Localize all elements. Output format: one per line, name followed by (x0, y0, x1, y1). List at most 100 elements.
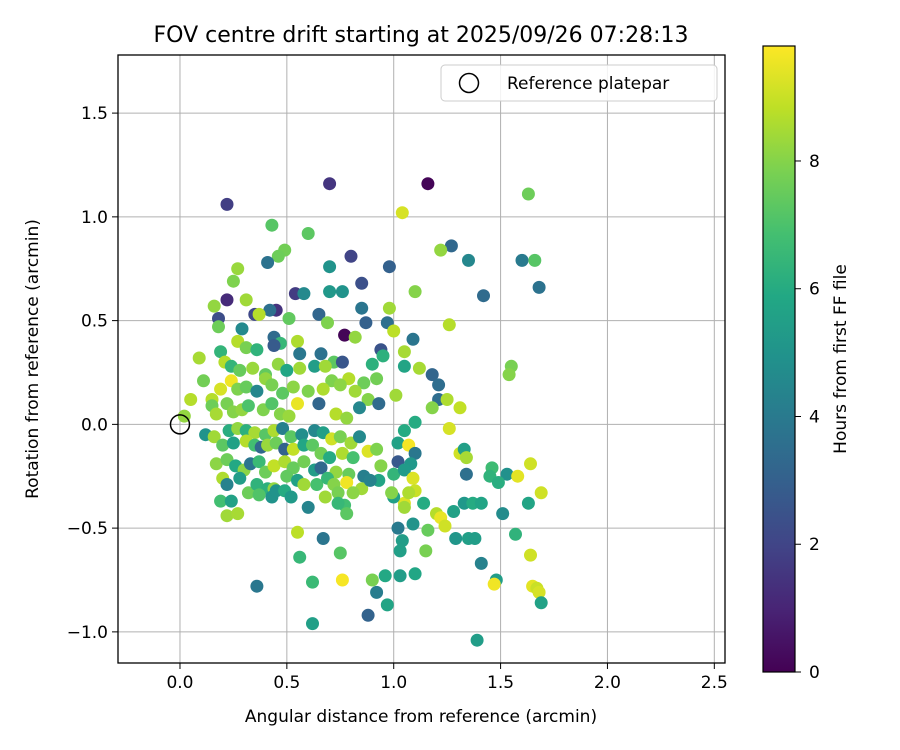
data-point (323, 285, 337, 299)
data-point (310, 478, 324, 491)
data-point (291, 525, 304, 539)
data-point (421, 177, 435, 191)
data-point (346, 486, 360, 500)
data-point (532, 280, 546, 294)
data-point (408, 285, 422, 299)
data-point (353, 401, 366, 415)
data-point (252, 488, 266, 502)
chart-title: FOV centre drift starting at 2025/09/26 … (154, 23, 689, 48)
data-point (282, 312, 296, 325)
data-point (284, 430, 298, 444)
data-point (306, 438, 319, 452)
data-point (406, 517, 420, 531)
data-point (359, 316, 373, 330)
colorbar-tick-label: 2 (809, 535, 820, 555)
data-point (387, 324, 401, 338)
data-point (235, 322, 249, 336)
y-tick-label: 1.0 (81, 208, 108, 228)
y-tick-label: 1.5 (81, 104, 108, 124)
data-point (250, 384, 264, 398)
data-point (380, 598, 394, 612)
legend-box (440, 64, 718, 102)
data-point (231, 262, 245, 276)
colorbar-tick-label: 8 (809, 152, 820, 172)
data-point (528, 253, 542, 267)
data-point (241, 399, 255, 413)
data-point (385, 486, 399, 500)
data-point (233, 363, 247, 377)
data-point (524, 548, 537, 562)
data-point (252, 307, 266, 321)
data-point (515, 253, 529, 267)
data-point (348, 330, 362, 344)
data-point (408, 567, 422, 581)
data-point (308, 359, 322, 373)
data-point (474, 556, 488, 570)
data-point (340, 476, 354, 489)
data-point (231, 507, 245, 521)
data-point (340, 411, 354, 425)
x-tick-label: 0.5 (273, 673, 300, 693)
data-point (453, 401, 467, 415)
data-point (318, 359, 332, 373)
y-axis-ticks: −1.0 −0.5 0.0 0.5 1.0 1.5 (67, 104, 118, 643)
data-point (382, 260, 396, 274)
data-point (408, 446, 422, 460)
data-point (365, 573, 379, 587)
data-point (348, 384, 362, 398)
data-point (248, 426, 262, 440)
data-point (331, 496, 345, 510)
data-point (333, 378, 347, 392)
data-point (265, 218, 279, 232)
data-point (252, 455, 266, 469)
colorbar-gradient (762, 45, 796, 673)
data-point (333, 546, 347, 560)
data-point (355, 301, 369, 315)
x-axis-label: Angular distance from reference (arcmin) (245, 707, 597, 727)
data-point (214, 382, 228, 396)
y-tick-label: 0.0 (81, 415, 108, 435)
data-point (293, 361, 307, 375)
data-point (521, 187, 535, 201)
x-tick-label: 2.5 (701, 673, 728, 693)
data-point (291, 334, 304, 348)
data-point (370, 372, 384, 386)
data-point (447, 505, 461, 518)
data-point (387, 467, 401, 481)
data-point (220, 197, 234, 211)
data-point (344, 249, 358, 263)
data-point (338, 328, 352, 342)
data-point (286, 442, 300, 456)
data-point (318, 490, 332, 504)
data-point (295, 428, 309, 442)
data-point (408, 415, 422, 429)
data-point (333, 430, 347, 444)
data-point (340, 507, 354, 521)
data-point (355, 276, 369, 290)
data-points (169, 177, 548, 647)
data-point (434, 243, 448, 257)
data-point (462, 253, 475, 267)
data-point (276, 386, 290, 400)
data-point (184, 393, 198, 406)
data-point (286, 380, 300, 394)
data-point (214, 494, 228, 508)
data-point (214, 345, 228, 359)
data-point (397, 500, 411, 514)
data-point (391, 521, 405, 535)
data-point (250, 579, 264, 593)
data-point (532, 585, 546, 599)
data-point (470, 633, 484, 647)
data-point (524, 457, 537, 471)
grid-lines (118, 55, 725, 663)
data-point (301, 500, 315, 514)
data-point (393, 544, 407, 558)
data-point (353, 430, 366, 444)
data-point (239, 341, 253, 355)
data-point (391, 436, 405, 450)
data-point (331, 486, 345, 500)
data-point (440, 393, 454, 406)
data-point (335, 285, 349, 299)
data-point (226, 436, 240, 450)
